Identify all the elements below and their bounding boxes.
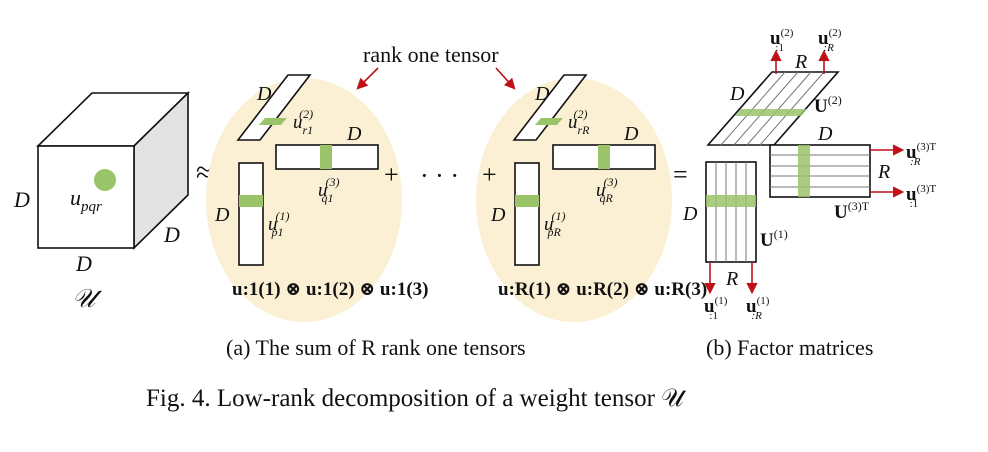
term1-slab-r	[236, 74, 312, 141]
term1-u-q: u(3) q1	[318, 175, 340, 205]
termR-u-r: urR(2)	[568, 107, 590, 137]
rank-one-term-1: D D D ur1(2) u(3) q1 u(1) p1 u:1(1) ⊗ u:1(…	[214, 74, 429, 300]
termR-slab-r-highlight	[535, 118, 563, 125]
termR-kron-product: u:R(1) ⊗ u:R(2) ⊗ u:R(3)	[498, 279, 707, 300]
tensor-cube: upqr D D D 𝒰	[13, 91, 190, 313]
cube-element-dot	[94, 169, 116, 191]
plus-2: +	[482, 160, 497, 189]
term1-slab-p	[238, 162, 264, 266]
termR-dim-left: D	[490, 204, 506, 226]
label-u3-R: u(3)T:R	[906, 141, 936, 168]
term1-dim-top: D	[256, 83, 272, 105]
termR-dim-top: D	[534, 83, 550, 105]
cube-dim-right: D	[163, 222, 180, 247]
term1-u-p: u(1) p1	[268, 209, 290, 239]
factor-U1-matrix	[705, 161, 757, 263]
figure-caption: Fig. 4. Low-rank decomposition of a weig…	[146, 385, 687, 412]
ellipsis: · · ·	[420, 161, 459, 190]
subcaption-a: (a) The sum of R rank one tensors	[226, 335, 526, 360]
label-u2-R: u(2):R	[818, 27, 842, 54]
term1-slab-p-highlight	[239, 195, 263, 207]
term1-kron-product: u:1(1) ⊗ u:1(2) ⊗ u:1(3)	[232, 279, 429, 300]
equals-sign: =	[673, 160, 688, 189]
factor-matrices: D D D R R R U(2) U(1) U(3)T u(2):1 u(2):…	[682, 27, 936, 322]
term1-slab-q-highlight	[320, 145, 332, 169]
factor-U2-label: U(2)	[814, 93, 842, 117]
factor-U1-highlight	[706, 195, 756, 207]
termR-slab-r	[512, 74, 588, 141]
rank-one-term-R: D D D urR(2) u(3) qR u(1) pR u:R(1) ⊗ u:R(…	[490, 74, 707, 300]
plus-1: +	[384, 160, 399, 189]
label-u3-1: u(3)T:1	[906, 183, 936, 210]
termR-u-p: u(1) pR	[544, 209, 566, 239]
factor-dim-R-bottom: R	[725, 268, 738, 290]
term1-u-r: ur1(2)	[293, 107, 313, 137]
termR-slab-q-highlight	[598, 145, 610, 169]
factor-U3T-highlight	[798, 145, 810, 197]
factor-U2-matrix	[706, 71, 840, 146]
termR-slab-p	[514, 162, 540, 266]
factor-dim-D-left: D	[682, 203, 698, 225]
factor-U2-highlight	[735, 109, 807, 116]
term1-slab-r-highlight	[259, 118, 287, 125]
factor-dim-D-right: D	[817, 123, 833, 145]
subcaption-b: (b) Factor matrices	[706, 335, 873, 360]
term1-dim-right: D	[346, 123, 362, 145]
cube-dim-left: D	[13, 187, 30, 212]
factor-U3T-matrix	[769, 144, 871, 198]
label-u1-1: u(1):1	[704, 295, 728, 322]
factor-dim-R-top: R	[794, 51, 807, 73]
cube-dim-bottom: D	[75, 251, 92, 276]
tensor-symbol: 𝒰	[72, 284, 103, 313]
rank-one-label: rank one tensor	[363, 42, 499, 67]
termR-dim-right: D	[623, 123, 639, 145]
term1-dim-left: D	[214, 204, 230, 226]
rank-one-arrow-left	[356, 67, 379, 90]
factor-U3T-label: U(3)T	[834, 199, 870, 223]
termR-u-q: u(3) qR	[596, 175, 618, 205]
factor-dim-R-right: R	[877, 161, 890, 183]
label-u2-1: u(2):1	[770, 27, 794, 54]
cube-front-face	[37, 145, 135, 249]
label-u1-R: u(1):R	[746, 295, 770, 322]
cube-element-label: upqr	[70, 185, 102, 215]
rank-one-arrow-right	[495, 67, 516, 90]
termR-slab-p-highlight	[515, 195, 539, 207]
factor-U1-label: U(1)	[760, 227, 788, 251]
factor-dim-D-top: D	[729, 83, 745, 105]
